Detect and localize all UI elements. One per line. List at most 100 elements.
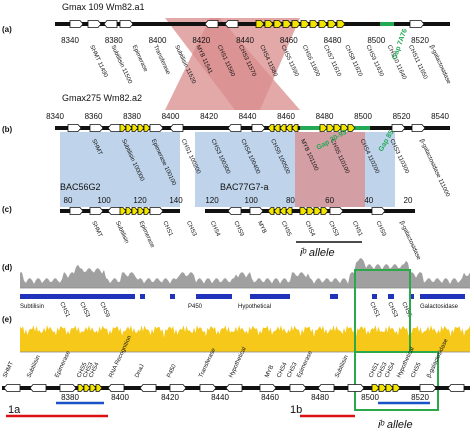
panel-a-gene-label: CHS9 11630 <box>364 44 384 78</box>
read-block <box>410 294 414 299</box>
chs-gene-arrow <box>143 124 151 132</box>
chs-gene-arrow <box>137 124 145 132</box>
chs-gene-arrow <box>131 207 139 215</box>
panel-a-gene-label: β-galactosidase <box>428 44 452 85</box>
gene-arrow <box>225 384 243 392</box>
chs-gene-arrow <box>273 20 283 28</box>
gene-arrow <box>169 384 187 392</box>
gene-arrow <box>29 384 47 392</box>
chs-gene-arrow <box>319 124 328 132</box>
chs-gene-arrow <box>255 20 265 28</box>
mark-1a: 1a <box>8 404 21 416</box>
chs-gene-arrow <box>320 207 329 215</box>
gene-arrow <box>103 20 118 28</box>
panel-a-tick-label: 8340 <box>61 36 79 45</box>
ib-allele-band <box>295 132 365 207</box>
bac1-tick-label: 120 <box>133 196 147 205</box>
gene-arrow <box>149 124 164 132</box>
gene-arrow <box>204 20 219 28</box>
bac2-tick-label: 60 <box>325 196 334 205</box>
gene-arrow <box>89 124 104 132</box>
panel-f-tick-label: 8380 <box>61 393 79 402</box>
chs-gene-arrow <box>279 207 287 215</box>
chs-gene-arrow <box>326 124 335 132</box>
panel-a-tick-label: 8460 <box>280 36 298 45</box>
chs-gene-arrow <box>273 207 281 215</box>
gene-arrow <box>289 384 307 392</box>
bac1-tick-label: 80 <box>64 196 73 205</box>
gene-arrow <box>251 124 266 132</box>
panel-f-tick-label: 8460 <box>261 393 279 402</box>
chs-gene-arrow <box>282 20 292 28</box>
gene-arrow <box>139 384 157 392</box>
panel-c-gene-label: SHMT <box>90 220 103 238</box>
panel-a-axis-ticks: 8340 8380 8400 8420 8440 8460 8480 8500 8520 <box>61 36 429 45</box>
panel-b-tick-label: 8420 <box>200 112 218 121</box>
chs-gene-arrow <box>392 384 401 392</box>
chs-gene-arrow <box>291 124 299 132</box>
panel-a-tick-label: 8380 <box>105 36 123 45</box>
read-block <box>388 294 394 299</box>
panel-c-gene-label: CHS5 <box>280 220 292 238</box>
panel-a-gene-label: CHS6 11600 <box>301 44 321 78</box>
panel-a-letter: (a) <box>2 25 12 34</box>
read-block <box>420 294 465 299</box>
ib-allele-highlight-box-lower <box>354 351 439 411</box>
panel-b-tick-label: 8360 <box>85 112 103 121</box>
panel-f-tick-label: 8480 <box>311 393 329 402</box>
panel-b-tick-label: 8480 <box>316 112 334 121</box>
gene-arrow <box>347 384 365 392</box>
chs-gene-arrow <box>333 124 342 132</box>
panel-c-gene-label: CHS1 <box>351 220 363 238</box>
chs-gene-arrow <box>336 20 346 28</box>
chs-gene-arrow <box>264 20 274 28</box>
bac2-tick-label: 80 <box>286 196 295 205</box>
read-block <box>80 294 135 299</box>
bac1-tick-label: 100 <box>97 196 111 205</box>
chs-gene-arrow <box>273 124 281 132</box>
panel-a-gene-label: Subtilisin 11500 <box>109 44 132 85</box>
chs-gene-arrow <box>267 124 275 132</box>
chs-gene-arrow <box>125 124 133 132</box>
synteny-band-a-b-2 <box>165 18 300 110</box>
gap-7a76-marker <box>380 22 394 26</box>
panel-c-gene-label: β-galactosidase <box>398 220 422 261</box>
read-block <box>330 294 338 299</box>
chs-gene-arrow <box>89 384 97 392</box>
panel-a-tick-label: 8520 <box>411 36 429 45</box>
gene-arrow <box>3 384 21 392</box>
chs-gene-arrow <box>378 384 387 392</box>
panel-f-tick-label: 8440 <box>211 393 229 402</box>
read-block <box>250 294 290 299</box>
read-block <box>140 294 145 299</box>
gene-arrow <box>107 207 122 215</box>
bac1-band <box>60 132 180 207</box>
panel-d-gene-labels: Subtilisin CHS1 CHS3 CHS9 P450 Hypothetical CH… <box>20 301 459 319</box>
bac2-tick-label: 100 <box>245 196 259 205</box>
panel-f-gene-label: CHS5 <box>410 361 422 379</box>
panel-a-gene-label: Transferase <box>152 44 171 76</box>
gene-arrow <box>69 20 84 28</box>
panel-c-gene-label: CHS3 <box>185 220 197 238</box>
gene-arrow <box>89 207 104 215</box>
chs-gene-arrow <box>279 124 287 132</box>
read-block <box>196 294 232 299</box>
panel-d-letter: (d) <box>2 263 13 272</box>
panel-d-gene-label: CHS9 <box>98 301 110 319</box>
panel-f-tick-label: 8500 <box>361 393 379 402</box>
chs-gene-arrow <box>143 207 151 215</box>
bac2-tick-label: 120 <box>205 196 219 205</box>
gene-arrow <box>391 124 406 132</box>
panel-b-tick-label: 8340 <box>46 112 64 121</box>
gene-arrow <box>107 384 125 392</box>
chs-gene-arrow <box>306 207 315 215</box>
panel-c-gene-label: MYB <box>256 220 267 234</box>
panel-c-gene-label: CHS9 <box>374 220 386 238</box>
panel-c-gene-label: Subtilisin <box>114 220 130 244</box>
gene-arrow <box>371 207 386 215</box>
panel-d-gene-label: CHS1 <box>58 301 70 319</box>
panel-d-read-blocks <box>20 294 465 299</box>
gene-arrow <box>69 207 84 215</box>
panel-d-coverage-track <box>20 258 470 289</box>
